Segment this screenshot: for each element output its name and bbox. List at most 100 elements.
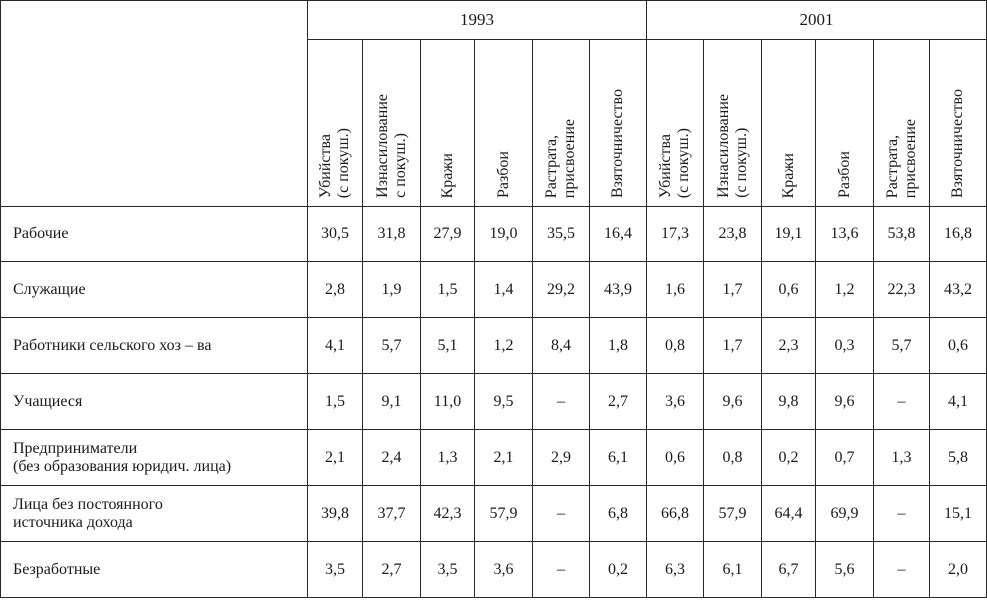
value-cell: –	[873, 485, 931, 542]
value-cell: 1,9	[362, 261, 421, 318]
value-cell: 3,5	[307, 541, 363, 598]
value-cell: 9,6	[815, 373, 875, 430]
value-cell: 43,2	[929, 261, 987, 318]
value-cell: 9,6	[703, 373, 763, 430]
table-row: Учащиеся 1,5 9,1 11,0 9,5–2,7 3,6 9,6 9,8 9,6–4,…	[0, 373, 987, 430]
value-cell: 1,7	[703, 317, 763, 374]
row-label: Предприниматели (без образования юридич.…	[0, 429, 308, 486]
row-label: Служащие	[0, 261, 308, 318]
row-label: Лица без постоянного источника дохода	[0, 485, 308, 542]
value-cell: 2,4	[362, 429, 421, 486]
value-cell: 1,2	[474, 317, 533, 374]
value-cell: –	[532, 541, 590, 598]
year-header-row: 1993 2001	[0, 0, 987, 207]
value-cell: 6,8	[588, 485, 648, 542]
corner-cell	[0, 0, 308, 207]
table-row: Безработные 3,5 2,7 3,5 3,6–0,2 6,3 6,1 6,7 5,6–…	[0, 541, 987, 598]
value-cell: 23,8	[703, 206, 763, 262]
value-cell: 53,8	[873, 206, 931, 262]
col-header-rape-1993: Изнасилование с покуш.)	[362, 39, 421, 207]
col-header-label: Убийства (с покуш.)	[317, 127, 352, 198]
row-label: Рабочие	[0, 206, 308, 262]
value-cell: 39,8	[307, 485, 363, 542]
value-cell: 2,1	[474, 429, 533, 486]
value-cell: 6,1	[703, 541, 763, 598]
col-header-embezzlement-2001: Растрата, присвоение	[873, 39, 931, 207]
value-cell: 6,3	[646, 541, 705, 598]
value-cell: 0,2	[761, 429, 817, 486]
table-body: Рабочие 30,5 31,8 27,9 19,0 35,5 16,4 17,3 23,8 1…	[0, 206, 987, 598]
value-cell: 57,9	[703, 485, 763, 542]
value-cell: 19,1	[761, 206, 817, 262]
col-header-rape-2001: Изнасилование (с покуш.)	[703, 39, 763, 207]
crime-type-header-row: Убийства (с покуш.) Изнасилование с поку…	[1, 39, 987, 207]
year-2001-header: 2001	[646, 0, 987, 40]
value-cell: 0,6	[929, 317, 987, 374]
value-cell: 8,4	[532, 317, 590, 374]
value-cell: 5,7	[873, 317, 931, 374]
value-cell: 2,3	[761, 317, 817, 374]
value-cell: 5,7	[362, 317, 421, 374]
value-cell: 0,8	[703, 429, 763, 486]
value-cell: 1,2	[815, 261, 875, 318]
col-header-label: Взяточничество	[949, 89, 967, 198]
col-header-murder-2001: Убийства (с покуш.)	[646, 39, 705, 207]
value-cell: 4,1	[307, 317, 363, 374]
value-cell: 19,0	[474, 206, 533, 262]
value-cell: 1,5	[307, 373, 363, 430]
value-cell: 6,1	[588, 429, 648, 486]
col-header-embezzlement-1993: Растрата, присвоение	[532, 39, 590, 207]
value-cell: 57,9	[474, 485, 533, 542]
value-cell: 6,7	[761, 541, 817, 598]
col-header-theft-2001: Кражи	[761, 39, 817, 207]
value-cell: –	[532, 485, 590, 542]
value-cell: 16,8	[929, 206, 987, 262]
value-cell: 0,3	[815, 317, 875, 374]
table-row: Работники сельского хоз – ва 4,1 5,7 5,1 1,2…	[0, 317, 987, 374]
value-cell: 1,5	[420, 261, 475, 318]
value-cell: 35,5	[532, 206, 590, 262]
value-cell: 5,6	[815, 541, 875, 598]
col-header-robbery-1993: Разбои	[474, 39, 533, 207]
value-cell: 5,8	[929, 429, 987, 486]
value-cell: 0,6	[646, 429, 705, 486]
value-cell: 5,1	[420, 317, 475, 374]
value-cell: 29,2	[532, 261, 590, 318]
value-cell: –	[532, 373, 590, 430]
col-header-murder-1993: Убийства (с покуш.)	[307, 39, 363, 207]
col-header-label: Растрата, присвоение	[883, 118, 919, 198]
table-row: Служащие 2,8 1,9 1,5 1,4 29,2 43,9 1,6 1,7 0,6 1,2…	[0, 261, 987, 318]
value-cell: 1,3	[873, 429, 931, 486]
col-header-label: Убийства (с покуш.)	[657, 127, 693, 198]
col-header-label: Кражи	[438, 152, 456, 198]
value-cell: 66,8	[646, 485, 705, 542]
value-cell: 16,4	[588, 206, 648, 262]
col-header-label: Изнасилование (с покуш.)	[714, 94, 750, 198]
value-cell: –	[873, 541, 931, 598]
value-cell: 1,6	[646, 261, 705, 318]
col-header-label: Кражи	[779, 152, 797, 198]
value-cell: 13,6	[815, 206, 875, 262]
col-header-label: Разбои	[494, 150, 512, 198]
value-cell: 0,6	[761, 261, 817, 318]
value-cell: 3,6	[474, 541, 533, 598]
row-label: Безработные	[0, 541, 308, 598]
value-cell: 69,9	[815, 485, 875, 542]
value-cell: 2,9	[532, 429, 590, 486]
value-cell: 17,3	[646, 206, 705, 262]
value-cell: –	[873, 373, 931, 430]
value-cell: 42,3	[420, 485, 475, 542]
value-cell: 0,7	[815, 429, 875, 486]
table-row: Рабочие 30,5 31,8 27,9 19,0 35,5 16,4 17,3 23,8 1…	[0, 206, 987, 262]
value-cell: 30,5	[307, 206, 363, 262]
value-cell: 27,9	[420, 206, 475, 262]
value-cell: 2,7	[588, 373, 648, 430]
value-cell: 1,8	[588, 317, 648, 374]
value-cell: 2,7	[362, 541, 421, 598]
value-cell: 37,7	[362, 485, 421, 542]
year-1993-header: 1993	[306, 0, 648, 40]
value-cell: 0,8	[646, 317, 705, 374]
value-cell: 0,2	[588, 541, 648, 598]
table-row: Лица без постоянного источника дохода 39,…	[0, 485, 987, 542]
